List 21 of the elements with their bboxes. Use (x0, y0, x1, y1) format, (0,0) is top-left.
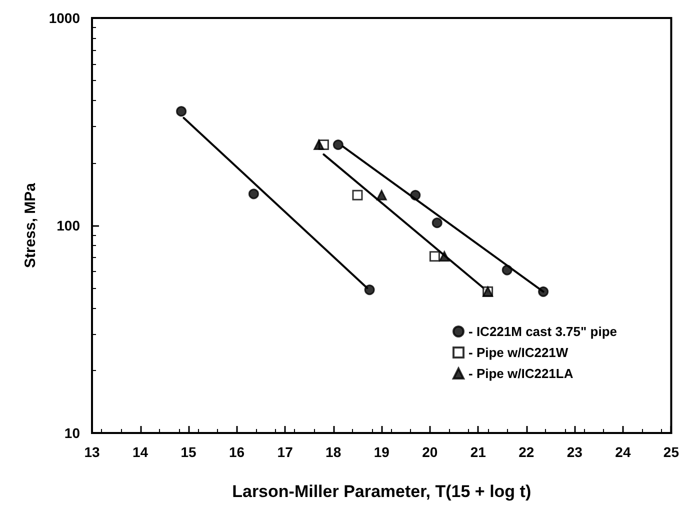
y-tick-label: 1000 (48, 10, 80, 26)
x-tick-label: 20 (422, 444, 438, 460)
x-tick-label: 23 (566, 444, 583, 460)
x-tick-label: 15 (180, 444, 197, 460)
y-axis-title: Stress, MPa (22, 182, 39, 268)
y-tick-label: 10 (64, 425, 80, 441)
x-tick-label: 17 (277, 444, 294, 460)
x-tick-label: 19 (374, 444, 390, 460)
legend-label: - Pipe w/IC221W (468, 345, 569, 360)
x-tick-label: 21 (470, 444, 486, 460)
x-tick-label: 18 (326, 444, 342, 460)
x-tick-label: 13 (84, 444, 100, 460)
x-tick-label: 24 (615, 444, 631, 460)
legend-label: - Pipe w/IC221LA (468, 366, 574, 381)
x-axis-title: Larson-Miller Parameter, T(15 + log t) (232, 482, 532, 501)
x-tick-label: 16 (229, 444, 245, 460)
x-tick-label: 22 (518, 444, 534, 460)
x-tick-label: 25 (663, 444, 680, 460)
x-tick-label: 14 (132, 444, 148, 460)
y-tick-label: 100 (56, 218, 80, 234)
legend-label: - IC221M cast 3.75" pipe (468, 324, 618, 339)
